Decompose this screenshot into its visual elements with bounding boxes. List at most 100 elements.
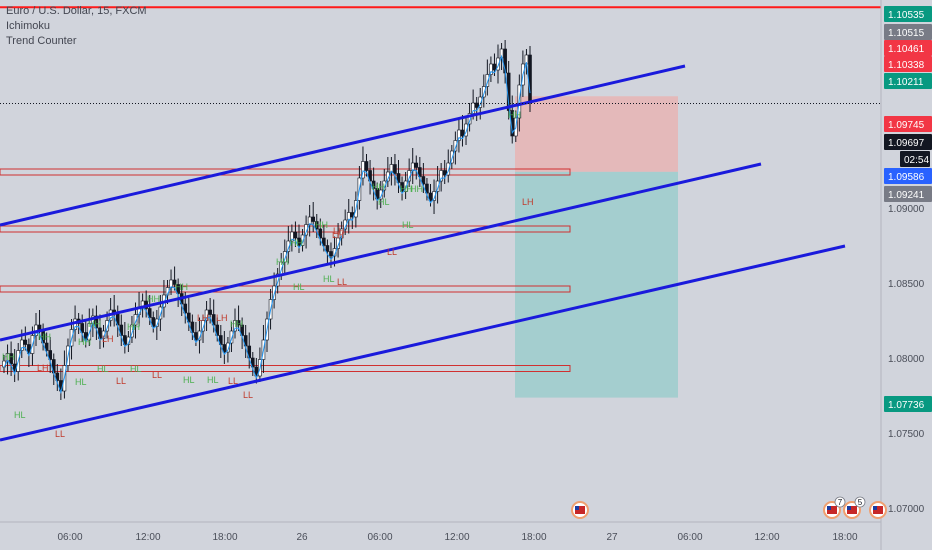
time-tick-label: 18:00: [832, 532, 857, 543]
price-tick-label: 1.07000: [888, 504, 925, 515]
candle-body: [254, 366, 259, 377]
pattern-label-low: HL: [97, 364, 109, 374]
time-tick-label: 12:00: [754, 532, 779, 543]
channel-lines[interactable]: [0, 64, 846, 442]
pattern-label-high: HH: [127, 322, 140, 332]
candle-body: [293, 231, 298, 239]
pattern-label-low: HL: [183, 375, 195, 385]
candle-body: [400, 182, 404, 192]
pattern-label-low: LH: [37, 363, 49, 373]
candle-body: [27, 344, 31, 354]
indicator-ichimoku[interactable]: Ichimoku: [6, 20, 51, 32]
pattern-label-low: LH: [333, 226, 345, 236]
candle-body: [236, 320, 241, 326]
candle-body: [435, 180, 440, 192]
candle-body: [233, 320, 237, 332]
price-tag-box: [884, 186, 932, 202]
candle-body: [528, 54, 532, 104]
support-zones[interactable]: [0, 168, 571, 372]
time-tick-label: 27: [606, 532, 618, 543]
candle-body: [432, 191, 436, 201]
candle-body: [300, 234, 305, 246]
candle-body: [478, 96, 483, 108]
price-tag-box: [884, 134, 932, 150]
flag-stripes: [575, 506, 585, 514]
price-tag-box: [884, 56, 932, 72]
candle-body: [325, 245, 330, 252]
candle-body: [123, 335, 127, 345]
price-tag-label: 1.09745: [888, 120, 925, 131]
time-tick-label: 06:00: [367, 532, 392, 543]
event-badge: [571, 501, 589, 519]
flag-canton: [827, 506, 831, 510]
flag-canton: [575, 506, 579, 510]
time-tick-label: 18:00: [212, 532, 237, 543]
support-zone: [0, 285, 571, 293]
price-tag: 1.10338: [884, 56, 932, 72]
price-tag: 02:54: [900, 151, 930, 167]
pattern-label-low: LH: [522, 197, 534, 207]
candle-body: [439, 170, 443, 182]
candle-body: [453, 140, 458, 152]
pattern-label-low: LL: [55, 429, 65, 439]
candle-body: [275, 273, 280, 287]
indicator-trend-counter[interactable]: Trend Counter: [6, 35, 77, 47]
support-zone: [0, 365, 571, 372]
price-tick-label: 1.08000: [888, 354, 925, 365]
price-tag-box: [884, 24, 932, 40]
flag-canton: [847, 506, 851, 510]
candle-body: [311, 216, 316, 222]
price-tag-label: 1.10515: [888, 28, 925, 39]
support-zone: [0, 168, 571, 176]
candle-body: [194, 332, 198, 341]
price-tag-label: 1.09697: [888, 138, 925, 149]
price-axis[interactable]: 1.07000 1.07500 1.08000 1.08500 1.09000: [880, 0, 925, 550]
candle-body: [446, 162, 451, 176]
price-tag-label: 02:54: [904, 155, 929, 166]
candle-body: [176, 284, 180, 294]
price-tag-label: 1.10461: [888, 44, 925, 55]
event-count-badge: [854, 496, 866, 508]
candle-body: [183, 303, 188, 314]
position-zones[interactable]: [515, 96, 678, 398]
pattern-label-low: HL: [14, 410, 26, 420]
horizontal-lines[interactable]: [0, 0, 881, 9]
price-tag-label: 1.10211: [888, 77, 924, 88]
pattern-label-low: HL: [75, 377, 87, 387]
price-tag-label: 1.10338: [888, 60, 925, 71]
channel-line: [0, 162, 762, 342]
price-tag: 1.10211: [884, 73, 932, 89]
candle-body: [471, 102, 475, 114]
pattern-label-low: HL: [378, 197, 390, 207]
candle-body: [329, 251, 333, 257]
price-tag: 1.09697: [884, 134, 932, 150]
pattern-label-low: LL: [116, 376, 126, 386]
price-tag: 1.09241: [884, 186, 932, 202]
candle-body: [130, 324, 134, 338]
time-tick-label: 06:00: [57, 532, 82, 543]
pattern-label-low: LH: [332, 230, 344, 240]
candle-body: [282, 251, 287, 263]
candle-body: [485, 74, 490, 87]
time-tick-label: 18:00: [521, 532, 546, 543]
candle-body: [418, 167, 422, 177]
pattern-label-low: LL: [387, 247, 397, 257]
symbol-title[interactable]: Euro / U.S. Dollar, 15, FXCM: [6, 5, 147, 17]
flag-stripes: [827, 506, 837, 514]
channel-line: [0, 244, 846, 442]
candle-body: [450, 150, 454, 164]
time-axis[interactable]: 06:00 12:00 18:00 26 06:00 12:00 18:00 27 06:00 1…: [0, 521, 881, 543]
flag-canton: [873, 506, 877, 510]
price-tag-label: 1.09241: [888, 190, 925, 201]
candle-body: [204, 309, 209, 321]
candle-body: [442, 170, 447, 176]
candle-body: [457, 129, 461, 141]
candle-body: [80, 323, 84, 333]
pattern-label-high: HH: [38, 332, 51, 342]
candle-body: [44, 342, 49, 351]
candle-body: [297, 237, 301, 246]
price-tag: 1.09586: [884, 168, 932, 184]
pattern-label-low: HL: [130, 364, 142, 374]
